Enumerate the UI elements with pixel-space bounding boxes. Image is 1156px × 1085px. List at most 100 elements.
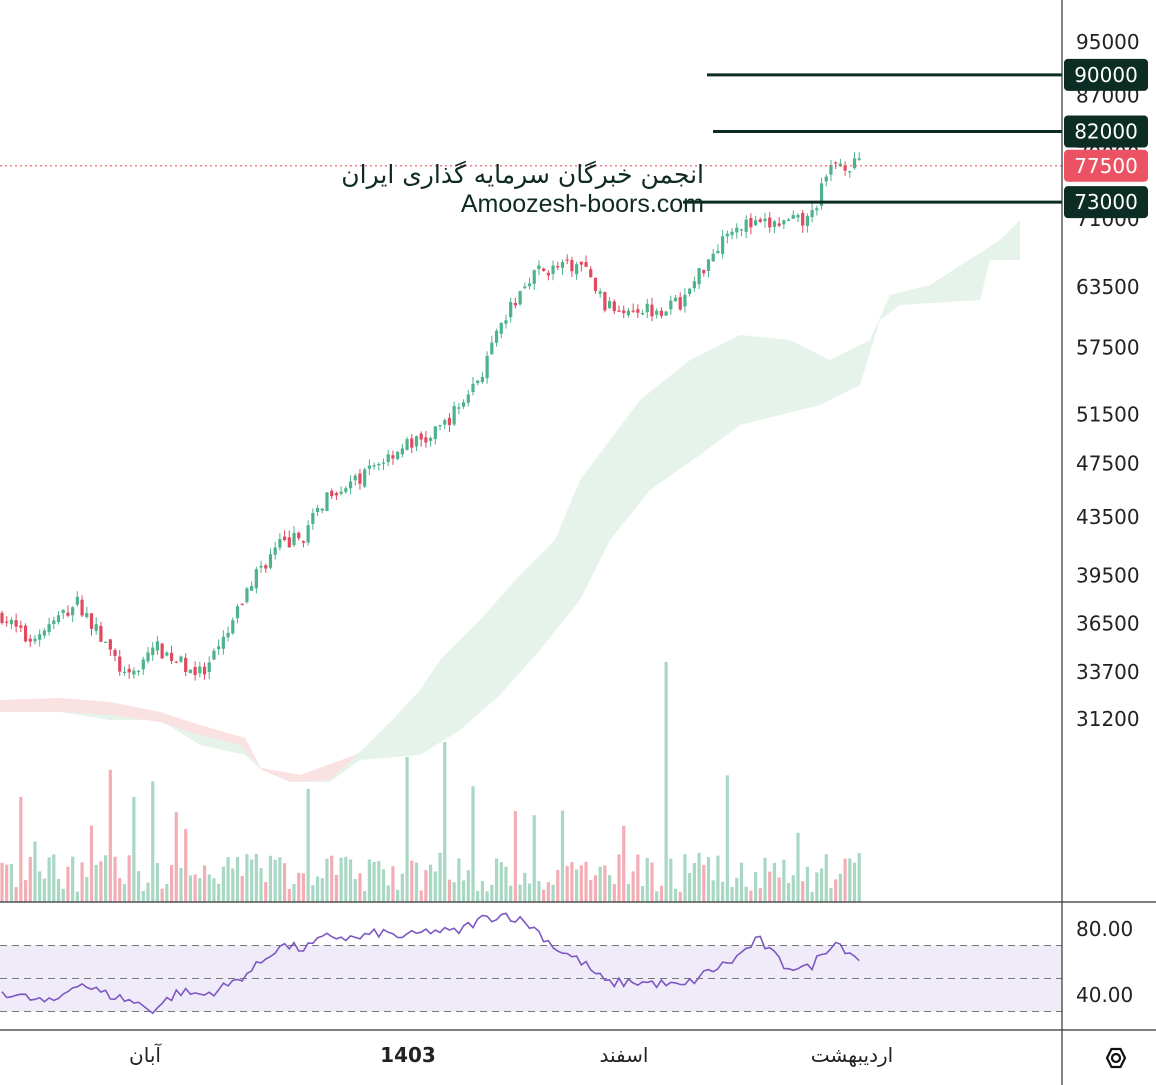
candle-body (716, 251, 720, 254)
price-level-badges: 90000 82000 77500 73000 (1064, 58, 1148, 219)
volume-bar (725, 775, 729, 902)
volume-bar (542, 889, 546, 902)
candle-body (400, 448, 404, 455)
candle-body (607, 301, 612, 308)
ichimoku-cloud (0, 220, 1020, 782)
volume-bar (306, 788, 310, 902)
candle-body (744, 219, 748, 232)
candle-body (132, 670, 136, 675)
candle-body (523, 286, 527, 289)
candle-body (768, 217, 772, 228)
volume-bar (122, 884, 127, 902)
volume-bar (579, 865, 583, 902)
volume-bars (0, 662, 861, 902)
volume-bar (857, 852, 861, 902)
candle-body (810, 210, 814, 218)
volume-bar (570, 862, 574, 902)
candle-body (829, 165, 833, 175)
volume-bar (429, 864, 433, 902)
volume-bar (589, 879, 593, 902)
volume-bar (499, 862, 503, 902)
volume-bar (221, 866, 225, 902)
volume-bar (89, 825, 94, 902)
volume-bar (476, 890, 480, 902)
candle-body (438, 425, 442, 427)
candle-body (202, 666, 207, 675)
candle-body (579, 261, 583, 265)
candle-body (556, 266, 560, 268)
volume-bar (523, 872, 527, 902)
candle-body (325, 492, 329, 512)
volume-bar (490, 884, 494, 902)
candle-body (659, 310, 663, 316)
volume-bar (494, 858, 499, 902)
volume-bar (645, 857, 649, 902)
volume-bar (782, 859, 786, 902)
rsi-line (1, 912, 860, 1015)
volume-bar (311, 885, 315, 902)
candle-body (320, 508, 324, 511)
candle-body (584, 262, 588, 267)
volume-bar (626, 883, 631, 902)
volume-bar (721, 881, 725, 902)
volume-bar (810, 891, 814, 902)
volume-bar (683, 854, 687, 902)
volume-bar (146, 882, 150, 902)
volume-bar (622, 825, 626, 902)
candle-body (815, 208, 819, 211)
candle-body (819, 183, 824, 206)
volume-bar (739, 862, 744, 902)
level-badge-73000 (1064, 186, 1148, 219)
volume-bar (819, 868, 824, 902)
candle-body (207, 662, 211, 673)
level-badge-82000 (1064, 115, 1148, 148)
volume-bar (414, 862, 419, 902)
volume-bar (254, 853, 258, 902)
time-tick-label: آبان (129, 1042, 162, 1067)
volume-bar (226, 857, 230, 902)
volume-bar (758, 888, 762, 902)
candle-body (786, 219, 791, 221)
volume-bar (791, 875, 795, 902)
volume-bar (749, 890, 753, 902)
candle-body (198, 666, 202, 674)
candle-body (480, 376, 485, 383)
volume-bar (75, 891, 79, 902)
volume-bar (461, 880, 466, 902)
volume-bar (410, 860, 414, 902)
volume-bar (377, 861, 381, 902)
settings-icon[interactable] (1096, 1040, 1136, 1076)
volume-bar (655, 891, 659, 902)
candle-body (664, 311, 668, 316)
volume-bar (348, 859, 353, 902)
level-badge-label: 90000 (1074, 63, 1138, 87)
volume-bar (358, 873, 362, 902)
volume-bar (372, 861, 376, 902)
candle-body (353, 475, 357, 481)
candle-body (499, 323, 503, 334)
volume-bar (202, 865, 207, 902)
candle-body (179, 656, 183, 662)
candle-body (278, 539, 282, 548)
candle-body (537, 265, 541, 270)
volume-bar (315, 876, 320, 902)
candle-body (410, 438, 414, 448)
volume-bar (843, 858, 847, 902)
candle-body (424, 437, 428, 443)
y-tick-label: 47500 (1076, 452, 1140, 476)
candle-body (626, 310, 631, 316)
candle-body (429, 437, 433, 441)
candle-body (14, 620, 18, 627)
candle-body (311, 512, 315, 524)
candles (0, 152, 861, 681)
candle-body (838, 163, 842, 167)
candle-body (631, 310, 635, 312)
candle-body (650, 304, 654, 317)
candle-body (485, 355, 489, 379)
candle-body (782, 220, 786, 225)
volume-bar (141, 890, 145, 902)
candle-body (612, 301, 616, 312)
candle-body (598, 291, 602, 294)
candle-body (268, 554, 273, 568)
